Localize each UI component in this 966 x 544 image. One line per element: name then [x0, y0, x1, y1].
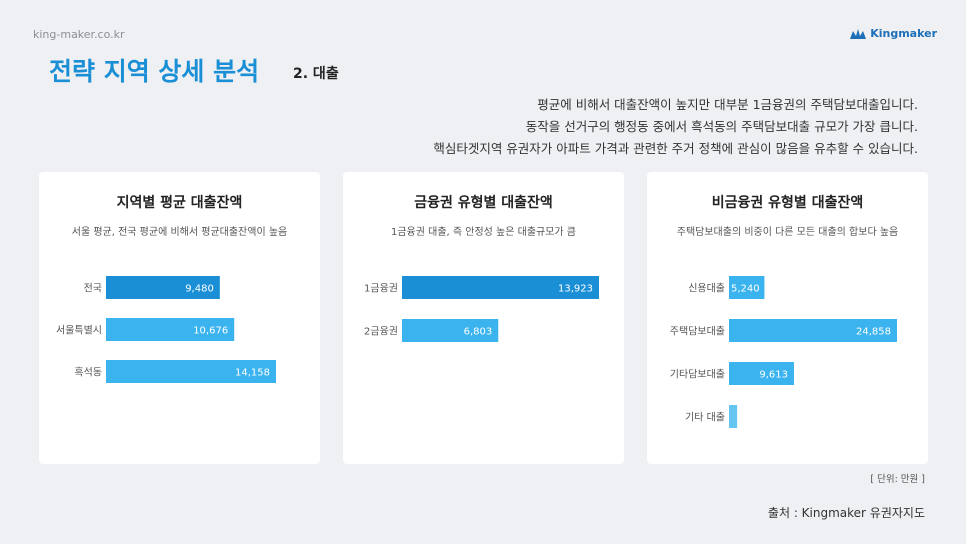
chart-card-region: 지역별 평균 대출잔액 서울 평균, 전국 평균에 비해서 평균대출잔액이 높음…: [39, 172, 320, 464]
category-label: 2금융권: [364, 326, 398, 338]
bar: [106, 360, 276, 383]
category-label: 신용대출: [688, 283, 725, 295]
chart-subtitle: 서울 평균, 전국 평균에 비해서 평균대출잔액이 높음: [71, 227, 288, 238]
finance-bar-chart: 1금융권 13,923 2금융권 6,803: [364, 276, 599, 342]
value-label: 5,240: [731, 284, 760, 295]
bar: [106, 276, 220, 299]
category-label: 주택담보대출: [670, 326, 725, 338]
category-label: 전국: [84, 283, 102, 295]
bar: [106, 318, 235, 341]
value-label: 14,158: [235, 368, 270, 379]
chart-title: 비금융권 유형별 대출잔액: [711, 195, 864, 211]
category-label: 1금융권: [364, 283, 398, 295]
site-url: king-maker.co.kr: [33, 28, 125, 41]
bar: [729, 362, 794, 385]
description: 평균에 비해서 대출잔액이 높지만 대부분 1금융권의 주택담보대출입니다. 동…: [358, 94, 918, 160]
category-label: 기타 대출: [685, 412, 725, 424]
value-label: 9,613: [759, 370, 788, 381]
bar: [729, 319, 897, 342]
value-label: 13,923: [558, 284, 593, 295]
bar: [729, 276, 765, 299]
value-label: 9,480: [185, 284, 214, 295]
source-note: 출처 : Kingmaker 유권자지도: [767, 506, 925, 520]
chart-subtitle: 1금융권 대출, 즉 안정성 높은 대출규모가 큼: [390, 227, 576, 238]
value-label: 6,803: [464, 327, 493, 338]
page-title: 전략 지역 상세 분석: [49, 57, 260, 86]
bar: [402, 319, 499, 342]
value-label: 10,676: [193, 326, 228, 337]
description-line: 평균에 비해서 대출잔액이 높지만 대부분 1금융권의 주택담보대출입니다.: [537, 97, 918, 112]
chart-title: 지역별 평균 대출잔액: [116, 195, 243, 211]
logo-text: Kingmaker: [870, 27, 937, 40]
bar: [729, 405, 738, 428]
value-label: 24,858: [856, 327, 891, 338]
region-bar-chart: 전국 9,480 서울특별시 10,676 흑석동 14,158: [56, 276, 276, 383]
chart-title: 금융권 유형별 대출잔액: [414, 195, 553, 211]
chart-card-finance: 금융권 유형별 대출잔액 1금융권 대출, 즉 안정성 높은 대출규모가 큼 1…: [343, 172, 624, 464]
page-subtitle: 2. 대출: [293, 66, 339, 82]
bar: [402, 276, 599, 299]
nonfinance-bar-chart: 신용대출 5,240 주택담보대출 24,858 기타담보대출 9,613 기타 대출: [670, 276, 897, 428]
category-label: 흑석동: [74, 366, 102, 379]
chart-card-nonfinance: 비금융권 유형별 대출잔액 주택담보대출의 비중이 다른 모든 대출의 합보다 …: [647, 172, 928, 464]
description-line: 핵심타겟지역 유권자가 아파트 가격과 관련한 주거 정책에 관심이 많음을 유…: [433, 141, 918, 156]
chart-subtitle: 주택담보대출의 비중이 다른 모든 대출의 합보다 높음: [676, 227, 899, 238]
description-line: 동작을 선거구의 행정동 중에서 흑석동의 주택담보대출 규모가 가장 큽니다.: [525, 119, 918, 134]
unit-note: [ 단위: 만원 ]: [870, 474, 925, 485]
category-label: 서울특별시: [56, 325, 102, 337]
brand-logo: Kingmaker: [850, 27, 937, 40]
crown-icon: [850, 28, 867, 39]
category-label: 기타담보대출: [670, 369, 725, 381]
